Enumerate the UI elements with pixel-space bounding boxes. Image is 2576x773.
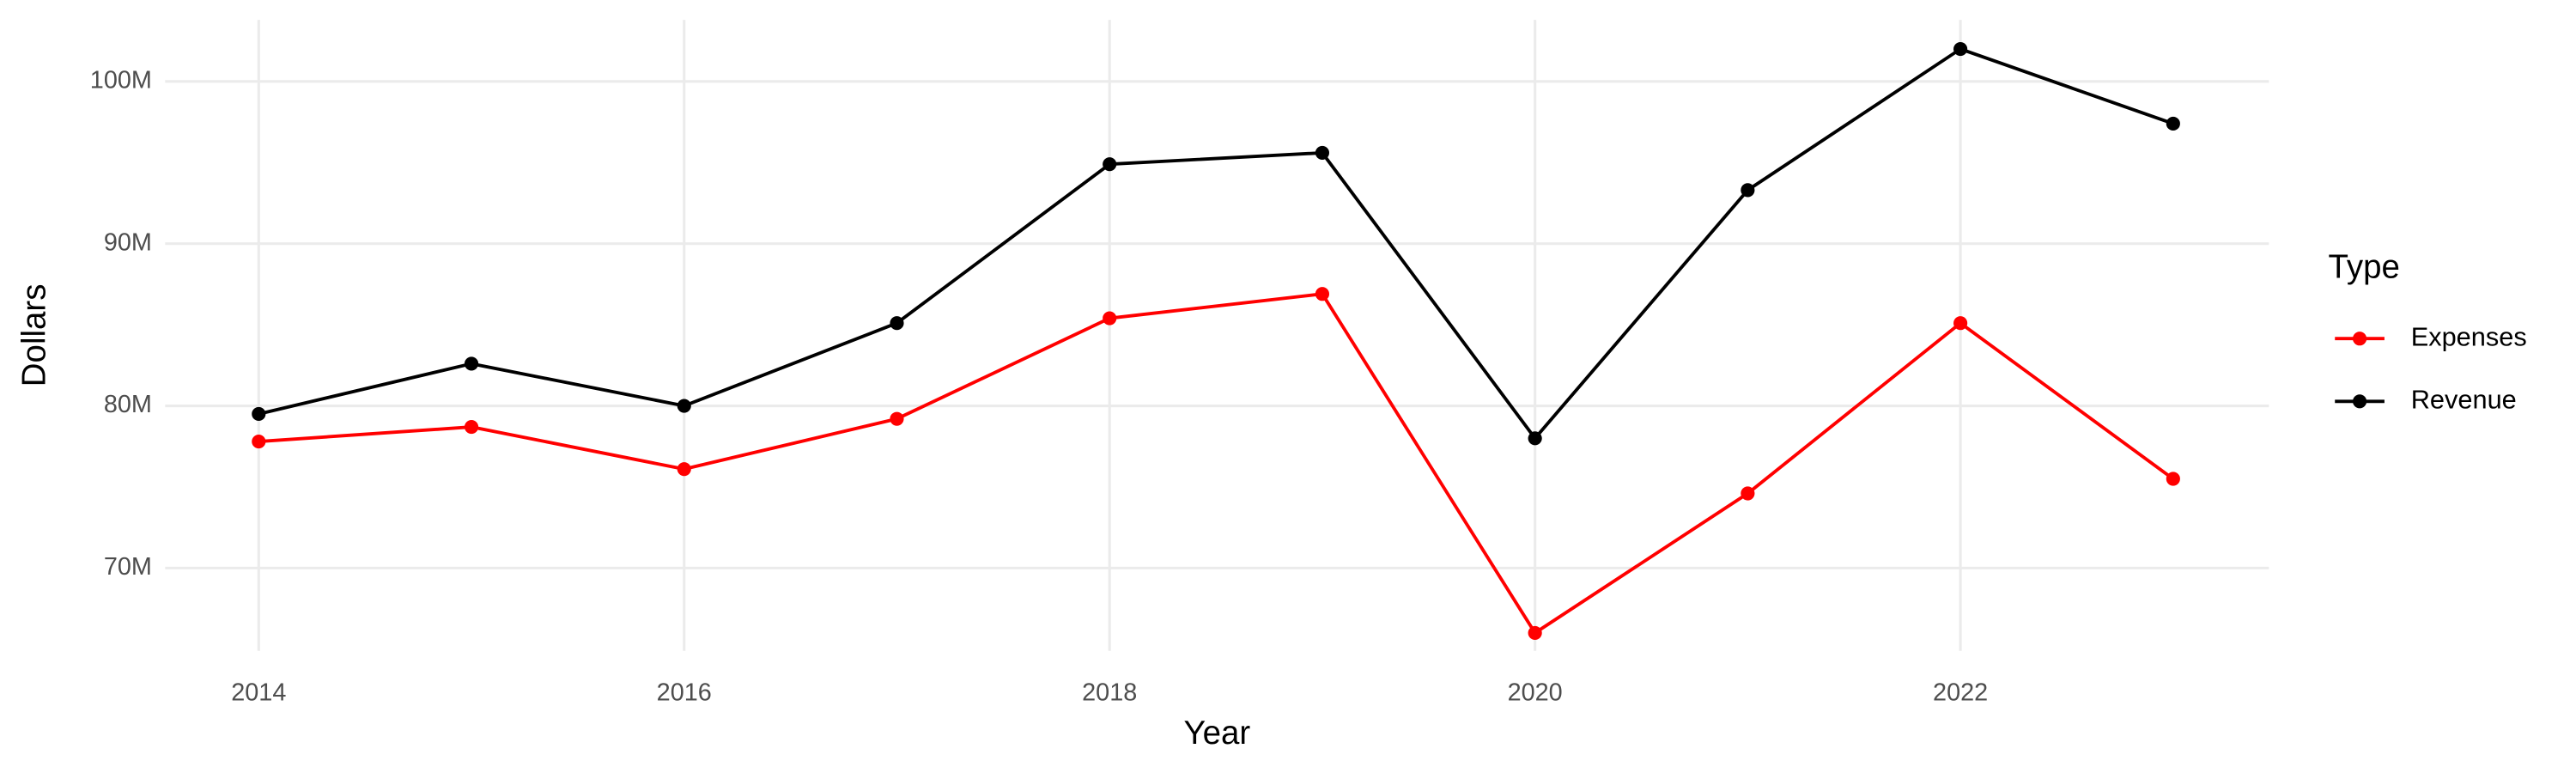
data-point	[464, 356, 479, 371]
data-point	[2166, 472, 2180, 486]
data-point	[677, 399, 691, 413]
y-tick-label: 80M	[104, 391, 152, 418]
data-point	[2166, 116, 2180, 131]
legend-label: Expenses	[2411, 321, 2527, 351]
legend-title: Type	[2329, 249, 2400, 286]
data-point	[252, 406, 266, 422]
data-point	[890, 411, 904, 426]
x-tick-label: 2020	[1508, 679, 1563, 706]
data-point	[1528, 431, 1542, 446]
data-point	[1315, 145, 1330, 161]
data-point	[1528, 625, 1542, 640]
y-axis-title: Dollars	[15, 284, 52, 387]
y-tick-label: 90M	[104, 228, 152, 256]
y-tick-label: 70M	[104, 553, 152, 581]
series-line	[258, 46, 2174, 441]
data-point	[252, 435, 266, 449]
x-tick-label: 2014	[231, 679, 286, 706]
data-point	[1741, 183, 1755, 198]
data-point	[1741, 486, 1755, 501]
x-tick-label: 2018	[1082, 679, 1137, 706]
data-point	[1103, 157, 1117, 172]
data-point	[1953, 41, 1968, 57]
x-tick-label: 2016	[657, 679, 712, 706]
data-point	[1103, 311, 1117, 326]
data-point	[677, 462, 691, 477]
x-tick-label: 2022	[1933, 679, 1988, 706]
x-axis-title: Year	[1183, 715, 1250, 752]
data-point	[890, 316, 904, 331]
legend-point	[2353, 332, 2367, 346]
series-line	[258, 292, 2174, 636]
legend-label: Revenue	[2411, 384, 2517, 414]
data-point	[1315, 287, 1330, 301]
legend-point	[2353, 394, 2367, 409]
y-tick-label: 100M	[90, 66, 152, 94]
data-point	[1953, 316, 1968, 331]
data-point	[464, 420, 479, 435]
